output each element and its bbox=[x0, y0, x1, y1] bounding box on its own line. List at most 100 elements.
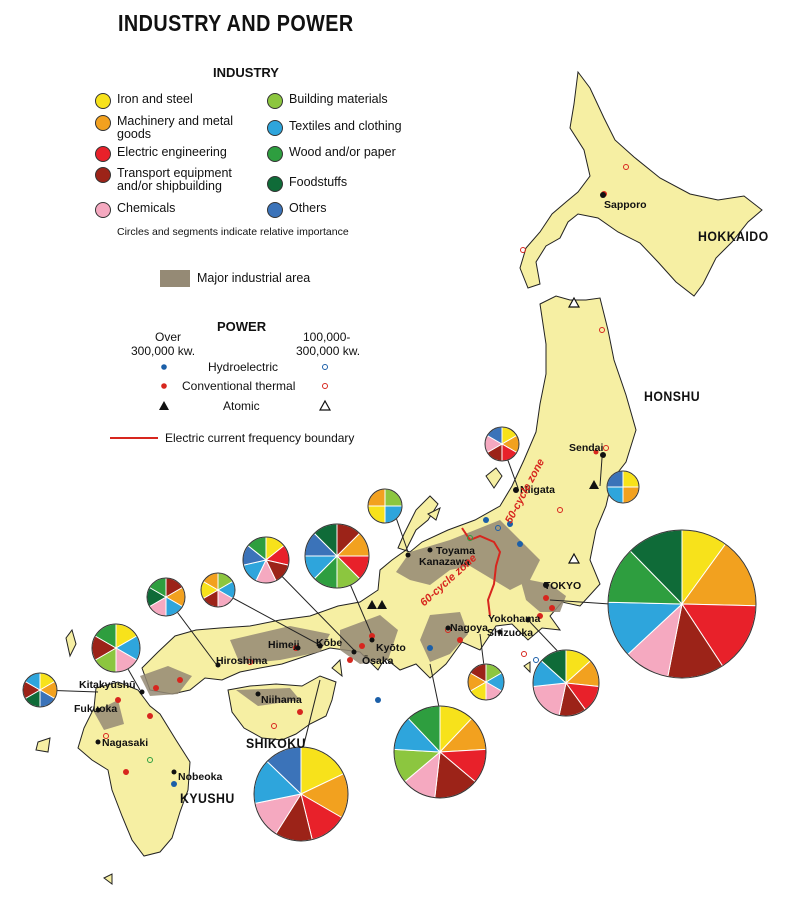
industry-legend-heading: INDUSTRY bbox=[213, 65, 279, 80]
sado-island bbox=[485, 467, 503, 489]
industry-pie bbox=[242, 536, 290, 584]
electric-swatch bbox=[95, 146, 111, 162]
city-kobe: Kōbe bbox=[316, 637, 343, 649]
textiles-swatch bbox=[267, 120, 283, 136]
building-swatch bbox=[267, 93, 283, 109]
frequency-boundary-line bbox=[461, 527, 502, 617]
shikoku-island bbox=[227, 675, 337, 741]
hydro-small-symbol bbox=[322, 364, 328, 370]
industry-pie bbox=[393, 705, 487, 799]
pie-outline bbox=[484, 426, 520, 462]
legend-item-transport: Transport equipment and/or shipbuilding bbox=[95, 167, 257, 193]
legend-item-building: Building materials bbox=[267, 93, 388, 109]
power-col-mid-2: 300,000 kw. bbox=[296, 344, 361, 358]
legend-item-machinery: Machinery and metal goods bbox=[95, 115, 252, 141]
city-kanazawa: Kanazawa bbox=[419, 556, 470, 568]
industry-pie bbox=[146, 577, 186, 617]
pie-outline bbox=[200, 572, 236, 608]
legend-note: Circles and segments indicate relative i… bbox=[117, 226, 349, 238]
thermal-label: Conventional thermal bbox=[182, 379, 296, 393]
industry-pie-charts bbox=[22, 426, 757, 842]
legend-item-iron-steel: Iron and steel bbox=[95, 93, 193, 109]
city-dots bbox=[95, 192, 606, 775]
industry-pie bbox=[367, 488, 403, 524]
city-toyama: Toyama bbox=[436, 545, 475, 557]
pie-outline bbox=[22, 672, 58, 708]
frequency-legend-label: Electric current frequency boundary bbox=[165, 431, 355, 445]
pie-outline bbox=[606, 470, 640, 504]
wood-swatch bbox=[267, 146, 283, 162]
pie-outline bbox=[242, 536, 290, 584]
city-hiroshima: Hiroshima bbox=[216, 655, 268, 667]
izu-island bbox=[523, 661, 531, 674]
pie-outline bbox=[607, 529, 757, 679]
industry-pie bbox=[304, 523, 370, 589]
power-col-mid-1: 100,000- bbox=[303, 330, 351, 344]
map-title: INDUSTRY AND POWER bbox=[118, 10, 354, 36]
region-shikoku: SHIKOKU bbox=[246, 735, 306, 751]
industry-pie bbox=[532, 649, 600, 717]
oki-island bbox=[427, 507, 441, 521]
industry-pie bbox=[467, 663, 505, 701]
iron-steel-swatch bbox=[95, 93, 111, 109]
industrial-areas bbox=[94, 520, 566, 730]
pie-outline bbox=[146, 577, 186, 617]
hokkaido-island bbox=[519, 70, 763, 297]
legend-item-others: Others bbox=[267, 202, 327, 218]
industry-pie bbox=[606, 470, 640, 504]
city-sapporo: Sapporo bbox=[604, 199, 647, 211]
pie-outline bbox=[393, 705, 487, 799]
thermal-small-symbol bbox=[322, 383, 328, 389]
goto-island bbox=[35, 737, 51, 753]
pie-outline bbox=[367, 488, 403, 524]
pie-outline bbox=[304, 523, 370, 589]
legend-item-electric: Electric engineering bbox=[95, 146, 227, 162]
legend-item-wood: Wood and/or paper bbox=[267, 146, 396, 162]
thermal-large-symbol bbox=[161, 383, 167, 389]
machinery-swatch bbox=[95, 115, 111, 131]
city-nobeoka: Nobeoka bbox=[178, 771, 223, 783]
city-niihama: Niihama bbox=[261, 694, 302, 706]
city-yokohama: Yokohama bbox=[488, 613, 541, 625]
legend-item-textiles: Textiles and clothing bbox=[267, 120, 402, 136]
foodstuffs-swatch bbox=[267, 176, 283, 192]
city-nagasaki: Nagasaki bbox=[102, 737, 149, 749]
legend-item-chemicals: Chemicals bbox=[95, 202, 175, 218]
power-legend-heading: POWER bbox=[217, 319, 267, 334]
industrial-area-swatch bbox=[160, 270, 190, 287]
industry-pie bbox=[253, 746, 349, 842]
city-fukuoka: Fukuoka bbox=[74, 703, 118, 715]
hydro-label: Hydroelectric bbox=[208, 360, 279, 374]
yaku-island bbox=[103, 873, 113, 885]
industry-pie bbox=[607, 529, 757, 679]
region-honshu: HONSHU bbox=[644, 388, 701, 404]
transport-swatch bbox=[95, 167, 111, 183]
city-sendai: Sendai bbox=[569, 442, 604, 454]
region-hokkaido: HOKKAIDO bbox=[698, 228, 769, 244]
chemicals-swatch bbox=[95, 202, 111, 218]
atomic-large-symbol bbox=[159, 401, 169, 410]
city-kitakyushu: Kitakyūshū bbox=[79, 679, 136, 691]
tsushima-island bbox=[65, 628, 77, 658]
city-tokyo: TOKYO bbox=[544, 580, 582, 592]
honshu-island bbox=[141, 295, 637, 695]
hydro-large-symbol bbox=[161, 364, 167, 370]
others-swatch bbox=[267, 202, 283, 218]
awaji-island bbox=[331, 658, 343, 678]
power-col-over-2: 300,000 kw. bbox=[131, 344, 196, 358]
pie-outline bbox=[467, 663, 505, 701]
city-nagoya: Nagoya bbox=[450, 622, 488, 634]
region-kyushu: KYUSHU bbox=[180, 790, 235, 806]
city-osaka: Ōsaka bbox=[362, 655, 394, 667]
industry-pie bbox=[484, 426, 520, 462]
city-niigata: Niigata bbox=[520, 484, 556, 496]
pie-outline bbox=[532, 649, 600, 717]
pie-outline bbox=[91, 623, 141, 673]
pie-outline bbox=[253, 746, 349, 842]
industry-pie bbox=[91, 623, 141, 673]
city-kyoto: Kyōto bbox=[376, 642, 406, 654]
industry-pie bbox=[22, 672, 58, 708]
frequency-legend-line bbox=[110, 437, 158, 439]
industrial-area-label: Major industrial area bbox=[197, 271, 311, 285]
